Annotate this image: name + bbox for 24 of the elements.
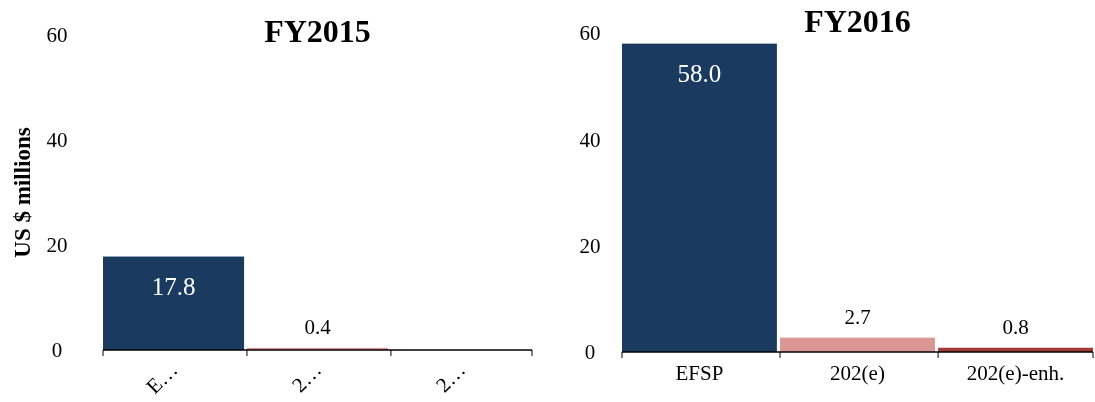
x-tick-label: 2… bbox=[286, 357, 327, 398]
y-tick-label: 0 bbox=[51, 338, 63, 363]
x-tick-label: 202(e) bbox=[830, 361, 885, 385]
x-tick-label: EFSP bbox=[675, 361, 724, 385]
data-label: 0.4 bbox=[304, 314, 332, 339]
chart-title: FY2016 bbox=[804, 3, 911, 39]
bar bbox=[622, 43, 777, 352]
bar bbox=[780, 337, 935, 352]
x-tick-label: E… bbox=[141, 357, 183, 399]
y-tick-label: 60 bbox=[579, 21, 601, 46]
x-tick-label: 202(e)-enh. bbox=[966, 361, 1065, 385]
y-tick-label: 20 bbox=[579, 234, 601, 259]
chart-title: FY2015 bbox=[264, 13, 371, 49]
y-axis-title: US $ millions bbox=[10, 127, 36, 258]
y-tick-label: 40 bbox=[46, 128, 68, 153]
y-tick-label: 60 bbox=[46, 23, 68, 48]
y-tick-label: 40 bbox=[579, 127, 601, 152]
y-tick-label: 0 bbox=[584, 340, 596, 365]
data-label: 2.7 bbox=[844, 304, 871, 329]
data-label: 0.8 bbox=[1002, 314, 1029, 339]
data-label: 17.8 bbox=[151, 272, 196, 300]
data-label: 58.0 bbox=[677, 59, 722, 87]
y-tick-label: 20 bbox=[46, 233, 68, 258]
x-tick-label: 2… bbox=[430, 357, 471, 398]
